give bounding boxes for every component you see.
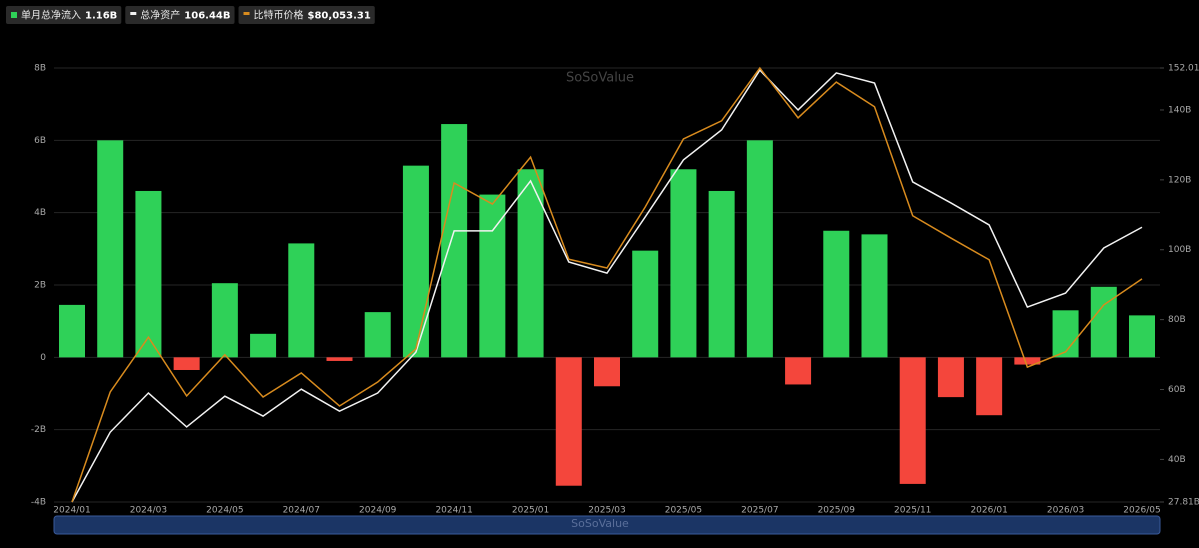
y-tick-label: 4B [34,208,46,218]
legend-value: $80,053.31 [308,11,371,22]
y2-tick-label: 60B [1168,385,1186,395]
x-tick-label: 2025/07 [741,506,778,516]
bar [861,234,888,358]
grid: -4B -2B 0 2B 4B 6B 8B 27.81B 40B 60B 80B 100B 120B 14… [31,64,1199,516]
bar [402,165,429,358]
bar [326,357,353,361]
x-tick-label: 2024/01 [53,506,90,516]
y2-tick-label: 100B [1168,245,1191,255]
bar [976,357,1003,416]
bar [441,124,468,358]
y-tick-label: -2B [31,425,46,435]
x-tick-label: 2025/05 [665,506,702,516]
x-tick-label: 2024/07 [283,506,320,516]
bar [823,230,850,358]
bar [288,243,315,358]
watermark: SoSoValue [566,71,634,86]
y2-tick-label: 80B [1168,315,1186,325]
bar [708,190,735,358]
x-tick-label: 2024/05 [206,506,243,516]
bar [1129,315,1155,358]
bar [517,169,544,358]
legend-name: 单月总净流入 [21,9,81,22]
navigator-watermark: SoSoValue [571,517,629,530]
bar [594,357,620,387]
y2-tick-label: 120B [1168,175,1191,185]
x-tick-label: 2024/03 [130,506,167,516]
legend-box [6,6,122,24]
legend-value: 106.44B [184,11,230,22]
bar [746,140,773,358]
bar [211,283,238,358]
y2-tick-label: 140B [1168,105,1191,115]
legend-swatch [130,12,137,15]
legend-value: 1.16B [85,11,117,22]
y-tick-label: 2B [34,281,46,291]
x-tick-label: 2024/09 [359,506,397,516]
bar [555,357,582,486]
x-tick-label: 2026/05 [1123,506,1160,516]
x-tick-label: 2026/01 [970,506,1007,516]
legend-box [238,6,375,24]
legend-item: 总净资产 106.44B [125,6,235,24]
x-tick-label: 2025/03 [588,506,625,516]
legend-box [125,6,235,24]
y-tick-label: -4B [31,498,46,508]
navigator[interactable] [53,515,1161,535]
y-tick-label: 6B [34,136,46,146]
bars [59,124,1155,486]
bar [479,194,506,358]
legend: 单月总净流入 1.16B 总净资产 106.44B 比特币价格 $80,053.31 [6,6,375,24]
bar [1052,310,1079,358]
bar [97,140,124,358]
x-tick-label: 2024/11 [435,506,472,516]
bar [632,250,659,358]
bar [135,190,162,358]
x-tick-label: 2025/01 [512,506,549,516]
line [71,66,1143,503]
bar [1090,286,1117,358]
bar [785,357,812,385]
x-tick-label: 2025/09 [818,506,856,516]
legend-name: 总净资产 [140,9,180,22]
bar [59,304,85,358]
y-tick-label: 8B [34,64,46,74]
y2-tick-label: 40B [1168,455,1186,465]
y-tick-label: 0 [40,353,46,363]
bar [670,169,697,358]
y2-tick-label: 27.81B [1168,498,1199,508]
x-tick-label: 2026/03 [1047,506,1084,516]
bar [173,357,200,370]
legend-item: 单月总净流入 1.16B [6,6,122,24]
y2-tick-label: 152.01B [1168,64,1199,74]
bar [937,357,964,398]
bar [364,312,391,358]
legend-item: 比特币价格 $80,053.31 [238,6,375,24]
legend-swatch [243,12,250,15]
legend-name: 比特币价格 [254,9,304,22]
bar [250,333,277,358]
lines [71,66,1143,503]
x-tick-label: 2025/11 [894,506,931,516]
line [71,68,1143,503]
bar [899,357,926,484]
bar [1014,357,1041,365]
legend-swatch [11,12,17,18]
